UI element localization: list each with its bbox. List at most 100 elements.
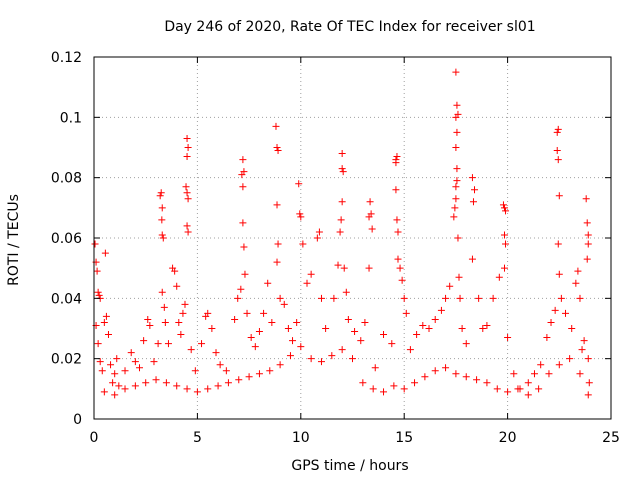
data-point [100,318,108,326]
data-point [266,367,274,375]
data-point [555,192,563,200]
x-axis-label: GPS time / hours [291,458,408,474]
data-point [574,267,582,275]
x-tick-label: 0 [90,430,99,446]
data-point [390,382,398,390]
data-point [361,318,369,326]
data-point [421,373,429,381]
data-point [392,159,400,167]
data-point [111,391,119,399]
data-point [239,156,247,164]
data-point [127,349,135,357]
data-point [273,258,281,266]
data-point [171,267,179,275]
data-point [471,186,479,194]
data-point [100,388,108,396]
data-point [182,183,190,191]
data-point [572,279,580,287]
data-point [583,255,591,263]
data-point [455,273,463,281]
data-point [495,273,503,281]
data-point [183,134,191,142]
x-tick-label: 10 [292,430,310,446]
data-point [442,364,450,372]
data-point [453,128,461,136]
data-point [510,370,518,378]
data-point [142,379,150,387]
data-point [177,331,185,339]
data-point [568,325,576,332]
data-point [286,352,294,360]
data-point [468,255,476,263]
data-point [91,240,99,248]
data-point [328,352,336,360]
data-point [489,294,497,302]
data-point [400,385,408,393]
data-point [113,355,121,363]
data-point [576,294,584,302]
data-point [545,370,553,378]
data-point [537,361,545,369]
data-point [264,279,272,287]
data-point [357,337,365,345]
data-point [557,294,565,302]
data-point [322,325,330,332]
data-point [502,207,510,215]
data-point [121,367,129,375]
data-point [162,379,170,387]
data-point [555,361,563,369]
data-point [473,376,481,384]
x-tick-label: 5 [193,430,202,446]
data-point [208,325,216,332]
data-point [297,343,305,351]
data-point [158,288,166,296]
data-point [224,379,232,387]
data-point [454,234,462,242]
data-point [296,210,304,218]
data-point [181,300,189,308]
data-point [95,291,103,299]
data-point [453,177,461,185]
data-point [458,325,466,332]
data-point [273,201,281,209]
data-point [146,321,154,329]
data-point [535,385,543,393]
data-point [554,240,562,248]
data-point [183,222,191,230]
chart-title: Day 246 of 2020, Rate Of TEC Index for r… [164,19,535,35]
data-point [450,213,458,221]
data-point [109,379,117,387]
data-point [342,288,350,296]
data-point [431,367,439,375]
data-point [245,373,253,381]
data-point [500,204,508,212]
data-point [240,168,248,176]
data-point [104,331,112,339]
data-point [157,189,165,197]
data-point [483,379,491,387]
data-point [295,180,303,188]
data-point [502,240,510,248]
data-point [547,318,555,326]
data-point [553,128,561,136]
data-point [452,68,460,76]
data-point [369,385,377,393]
data-point [338,346,346,354]
data-point [351,328,359,336]
data-point [173,382,181,390]
data-point [398,276,406,284]
data-point [315,228,323,236]
data-point [179,309,187,317]
data-point [368,225,376,233]
data-point [260,309,268,317]
data-point [442,294,450,302]
data-point [456,294,464,302]
data-point [524,379,532,387]
data-point [255,328,263,336]
data-point [307,355,315,363]
data-point [115,382,123,390]
data-point [173,282,181,290]
data-point [530,370,538,378]
x-tick-label: 15 [395,430,413,446]
